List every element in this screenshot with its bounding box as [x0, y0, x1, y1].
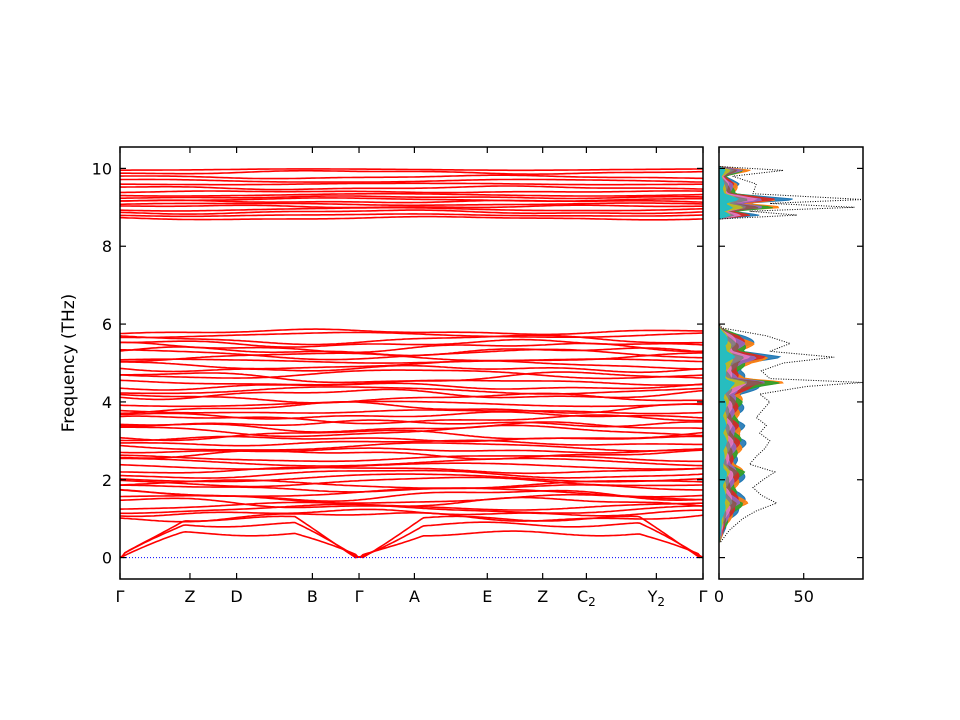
y-tick-label: 6	[102, 315, 112, 334]
optical-band-line	[119, 400, 704, 408]
optical-band-line	[120, 197, 704, 202]
dos-x-tick-label: 0	[714, 587, 724, 606]
dos-x-tick-label: 50	[794, 587, 814, 606]
optical-band-line	[119, 429, 704, 442]
optical-band-line	[120, 331, 703, 339]
kpoint-label: Γ	[699, 587, 708, 606]
kpoint-label: E	[482, 587, 492, 606]
y-axis-label: Frequency (THz)	[59, 294, 79, 433]
optical-band-line	[119, 476, 703, 488]
optical-band-line	[119, 209, 704, 215]
optical-band-line	[119, 369, 704, 380]
optical-band-line	[119, 358, 704, 364]
dos-x-ticks: 0 50	[714, 147, 814, 606]
optical-band-line	[120, 213, 704, 218]
optical-band-line	[120, 185, 704, 191]
optical-band-line	[119, 414, 703, 425]
optical-band-line	[119, 462, 704, 470]
optical-band-line	[119, 508, 703, 518]
optical-band-line	[119, 449, 704, 460]
optical-band-line	[119, 182, 703, 186]
optical-band-line	[120, 190, 703, 194]
optical-band-line	[120, 457, 704, 467]
optical-band-line	[119, 473, 704, 483]
dos-partial-fills	[718, 166, 793, 543]
optical-band-line	[120, 206, 703, 212]
optical-band-line	[120, 454, 703, 463]
y-tick-label: 0	[102, 549, 112, 568]
kpoint-label: D	[230, 587, 242, 606]
optical-band-line	[120, 360, 703, 370]
y-tick-label: 8	[102, 237, 112, 256]
optical-band-line	[120, 328, 703, 336]
band-lines	[119, 168, 704, 559]
band-x-ticks: Γ Z D B Γ A E Z C2 Y2 Γ	[116, 147, 708, 609]
optical-band-line	[120, 202, 703, 207]
kpoint-label: Z	[184, 587, 195, 606]
kpoint-label: Γ	[116, 587, 125, 606]
optical-band-line	[119, 371, 704, 384]
y-tick-label: 10	[92, 159, 112, 178]
optical-band-line	[120, 439, 703, 447]
kpoint-label: B	[307, 587, 318, 606]
optical-band-line	[119, 178, 704, 183]
optical-band-line	[119, 511, 704, 523]
acoustic-band-line	[119, 521, 704, 559]
optical-band-line	[120, 195, 703, 200]
acoustic-band-line	[119, 515, 704, 559]
optical-band-line	[120, 169, 704, 175]
band-y-ticks: 0 2 4 6 8 10	[92, 159, 703, 568]
optical-band-line	[119, 447, 703, 454]
optical-band-line	[119, 411, 704, 420]
optical-band-line	[119, 199, 704, 204]
kpoint-label: A	[409, 587, 420, 606]
optical-band-line	[120, 421, 703, 433]
optical-band-line	[119, 409, 704, 415]
optical-band-line	[119, 334, 703, 346]
optical-band-line	[119, 364, 704, 374]
optical-band-line	[120, 386, 704, 395]
optical-band-line	[120, 338, 704, 348]
band-plot-frame	[119, 146, 704, 580]
kpoint-label: Γ	[355, 587, 364, 606]
kpoint-label: Z	[537, 587, 548, 606]
optical-band-line	[120, 215, 704, 221]
optical-band-line	[119, 388, 704, 401]
optical-band-line	[120, 192, 703, 197]
kpoint-label: C2	[577, 587, 596, 609]
dos-plot: 0 50	[714, 146, 864, 606]
optical-band-line	[120, 496, 704, 509]
acoustic-band-line	[119, 530, 704, 559]
optical-band-line	[120, 204, 703, 209]
optical-band-line	[120, 401, 704, 415]
dos-plot-frame	[718, 146, 864, 580]
optical-band-line	[120, 168, 703, 172]
optical-band-line	[120, 503, 704, 515]
optical-band-line	[119, 382, 704, 391]
optical-band-line	[120, 352, 703, 363]
dos-total-line	[718, 166, 864, 543]
y-tick-label: 2	[102, 471, 112, 490]
band-structure-plot: 0 2 4 6 8 10 Γ Z D B Γ A E Z C2 Y2 Γ Frequency (THz)	[59, 146, 708, 609]
dos-y-ticks	[719, 167, 863, 559]
optical-band-line	[119, 466, 704, 475]
y-tick-label: 4	[102, 393, 112, 412]
optical-band-line	[119, 442, 704, 452]
optical-band-line	[119, 346, 704, 357]
optical-band-line	[120, 174, 704, 180]
optical-band-line	[120, 469, 704, 479]
kpoint-label: Y2	[647, 587, 665, 609]
optical-band-line	[120, 424, 704, 438]
